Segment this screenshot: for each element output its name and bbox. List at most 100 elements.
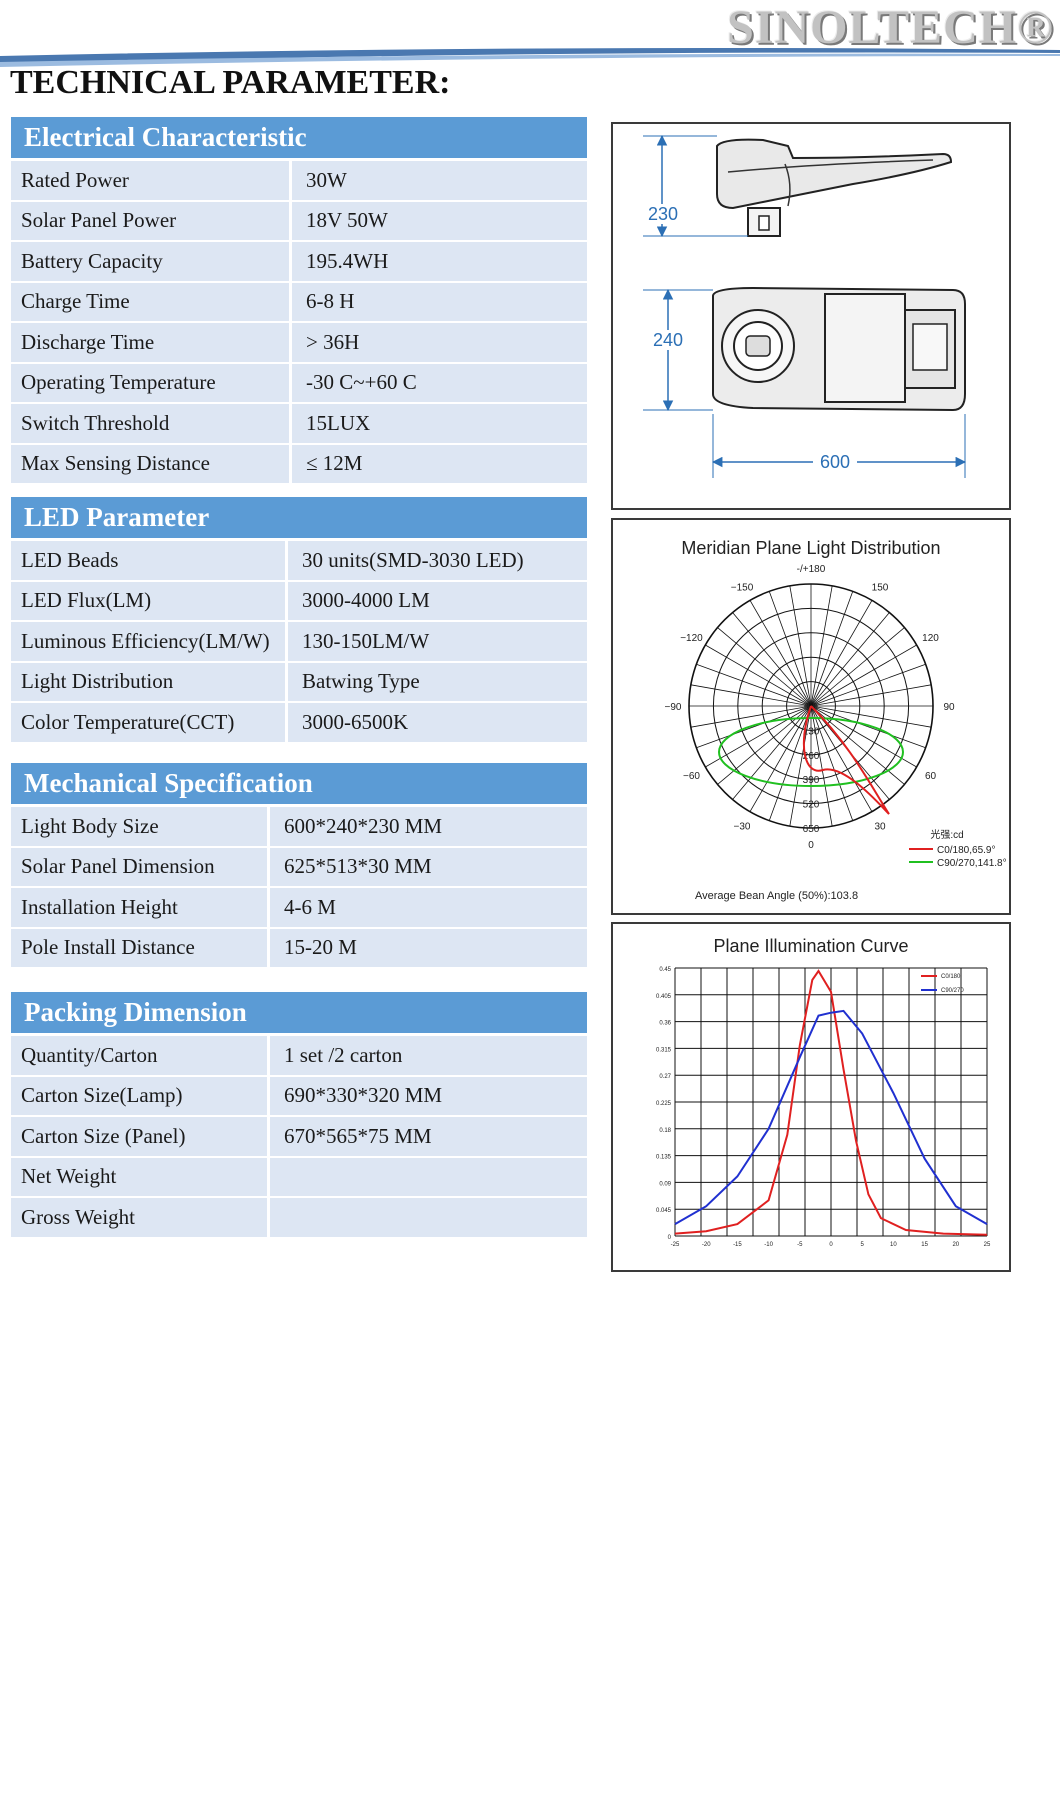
lamp-dimension-drawing: 230 240 600 bbox=[643, 134, 967, 478]
row-value: 3000-4000 LM bbox=[288, 581, 587, 620]
row-label: Carton Size (Panel) bbox=[11, 1117, 270, 1156]
row-label: Installation Height bbox=[11, 888, 270, 927]
polar-angle-label: −30 bbox=[734, 822, 751, 833]
row-value: 625*513*30 MM bbox=[270, 847, 587, 886]
polar-angle-label: 90 bbox=[943, 702, 955, 713]
y-tick-label: 0.405 bbox=[656, 994, 672, 1000]
row-label: Switch Threshold bbox=[11, 404, 292, 443]
section-title: Mechanical Specification bbox=[11, 763, 587, 807]
polar-legend-2: C90/270,141.8° bbox=[937, 858, 1007, 869]
section-title: Packing Dimension bbox=[11, 992, 587, 1036]
y-tick-label: 0.18 bbox=[659, 1128, 671, 1134]
polar-radial-label: 650 bbox=[803, 824, 820, 835]
polar-angle-label: 60 bbox=[925, 771, 937, 782]
polar-spoke bbox=[810, 591, 854, 707]
row-label: Battery Capacity bbox=[11, 242, 292, 281]
row-value: 15LUX bbox=[292, 404, 587, 443]
row-label: Charge Time bbox=[11, 282, 292, 321]
y-tick-label: 0.135 bbox=[656, 1155, 672, 1161]
polar-angle-label: −120 bbox=[680, 633, 703, 644]
polar-angle-label: -/+180 bbox=[797, 564, 826, 575]
polar-spoke bbox=[810, 585, 833, 707]
row-label: Operating Temperature bbox=[11, 363, 292, 402]
polar-series-c90 bbox=[718, 717, 904, 787]
table-row: Discharge Time > 36H bbox=[11, 323, 587, 364]
polar-angle-label: 0 bbox=[808, 840, 814, 851]
polar-distribution-panel: Meridian Plane Light Distribution C0/180… bbox=[611, 518, 1011, 915]
polar-spoke bbox=[789, 705, 812, 827]
lamp-side-view: 230 bbox=[643, 134, 953, 238]
row-label: Light Body Size bbox=[11, 807, 270, 846]
polar-footer: Average Bean Angle (50%):103.8 bbox=[695, 890, 858, 902]
section-title: Electrical Characteristic bbox=[11, 117, 587, 161]
row-value: 1 set /2 carton bbox=[270, 1036, 587, 1075]
polar-spoke bbox=[690, 684, 812, 707]
polar-spoke bbox=[810, 705, 833, 827]
row-value: 690*330*320 MM bbox=[270, 1076, 587, 1115]
header-swoosh bbox=[0, 48, 1060, 67]
polar-spoke bbox=[810, 705, 926, 749]
y-tick-label: 0.045 bbox=[656, 1208, 672, 1214]
table-row: Light Body Size 600*240*230 MM bbox=[11, 807, 587, 848]
row-value: 3000-6500K bbox=[288, 703, 587, 742]
polar-radial-label: 390 bbox=[803, 775, 820, 786]
polar-unit-label: 光强:cd bbox=[930, 828, 963, 841]
y-tick-label: 0.225 bbox=[656, 1101, 672, 1107]
polar-spoke bbox=[789, 585, 812, 707]
row-value: 15-20 M bbox=[270, 928, 587, 967]
polar-spoke bbox=[810, 612, 890, 707]
polar-spoke bbox=[717, 627, 812, 707]
row-label: Light Distribution bbox=[11, 662, 288, 701]
x-tick-label: -25 bbox=[671, 1242, 680, 1248]
polar-spoke bbox=[768, 591, 812, 707]
polar-legend-1: C0/180,65.9° bbox=[937, 845, 996, 856]
row-label: Solar Panel Power bbox=[11, 201, 292, 240]
row-label: Pole Install Distance bbox=[11, 928, 270, 967]
row-value: 18V 50W bbox=[292, 201, 587, 240]
polar-angle-label: 30 bbox=[874, 822, 886, 833]
row-value: > 36H bbox=[292, 323, 587, 362]
polar-spoke bbox=[810, 705, 854, 821]
y-tick-label: 0.36 bbox=[659, 1021, 671, 1027]
polar-spoke bbox=[810, 627, 905, 707]
series-line-2 bbox=[674, 1009, 988, 1225]
polar-radial-label: 130 bbox=[803, 726, 820, 737]
polar-angle-label: −90 bbox=[665, 702, 682, 713]
table-row: Net Weight bbox=[11, 1157, 587, 1198]
row-value: 6-8 H bbox=[292, 282, 587, 321]
polar-angle-label: 150 bbox=[872, 582, 889, 593]
row-label: Rated Power bbox=[11, 161, 292, 200]
row-value: 30W bbox=[292, 161, 587, 200]
polar-spoke bbox=[810, 684, 932, 707]
polar-spoke bbox=[749, 600, 812, 707]
polar-spoke bbox=[768, 705, 812, 821]
x-tick-label: 0 bbox=[829, 1242, 833, 1248]
polar-spoke bbox=[810, 705, 932, 728]
legend-label: C0/180 bbox=[941, 974, 961, 980]
polar-spoke bbox=[749, 705, 812, 812]
x-tick-label: -5 bbox=[797, 1242, 803, 1248]
row-label: Color Temperature(CCT) bbox=[11, 703, 288, 742]
dim-width-label: 240 bbox=[653, 330, 683, 350]
dim-height-label: 230 bbox=[648, 204, 678, 224]
row-value: 4-6 M bbox=[270, 888, 587, 927]
row-value: 670*565*75 MM bbox=[270, 1117, 587, 1156]
polar-grid bbox=[688, 583, 934, 829]
x-tick-label: 20 bbox=[952, 1242, 959, 1248]
row-value: -30 C~+60 C bbox=[292, 363, 587, 402]
y-tick-label: 0.45 bbox=[659, 967, 671, 973]
x-tick-label: -10 bbox=[764, 1242, 773, 1248]
x-tick-label: -20 bbox=[702, 1242, 711, 1248]
row-value bbox=[270, 1157, 587, 1196]
table-row: Battery Capacity 195.4WH bbox=[11, 242, 587, 283]
table-row: Operating Temperature -30 C~+60 C bbox=[11, 363, 587, 404]
x-tick-label: -15 bbox=[733, 1242, 742, 1248]
x-tick-label: 25 bbox=[984, 1242, 991, 1248]
dim-length-label: 600 bbox=[820, 452, 850, 472]
table-row: Gross Weight bbox=[11, 1198, 587, 1239]
table-row: Solar Panel Dimension 625*513*30 MM bbox=[11, 847, 587, 888]
polar-spoke bbox=[810, 705, 873, 812]
row-value: 195.4WH bbox=[292, 242, 587, 281]
polar-spoke bbox=[732, 612, 812, 707]
table-row: Luminous Efficiency(LM/W) 130-150LM/W bbox=[11, 622, 587, 663]
